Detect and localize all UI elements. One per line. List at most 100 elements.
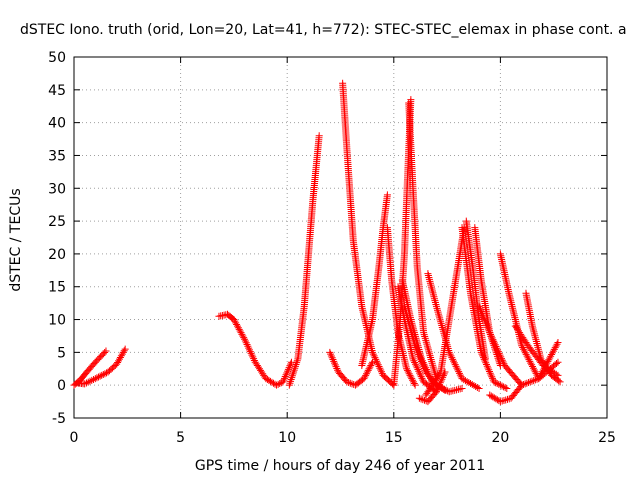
data-point [500,383,508,391]
data-point [435,382,443,390]
y-tick-label: -5 [52,411,66,427]
data-series-arc [326,348,376,389]
data-point [519,344,527,352]
data-point [363,368,371,376]
data-point [498,382,506,390]
data-point [483,362,491,370]
data-point [525,379,533,387]
data-point [547,352,555,360]
data-point [332,363,340,371]
data-point [274,380,282,388]
data-point [493,344,501,352]
data-series-arc [462,217,489,363]
data-point [84,378,92,386]
data-point [232,319,240,327]
data-point [415,351,423,359]
data-point [273,381,281,389]
data-point [412,362,420,370]
data-point [448,354,456,362]
data-point [481,318,489,326]
data-point [436,379,444,387]
data-point [91,375,99,383]
data-point [247,349,255,357]
data-point [485,366,493,374]
data-series-arc [415,368,449,406]
data-point [484,323,492,331]
data-point [490,378,498,386]
x-tick-label: 20 [491,430,509,446]
data-point [121,345,129,353]
y-tick-label: 15 [48,280,66,296]
data-point [552,342,560,350]
data-point [243,341,251,349]
data-point [411,358,419,366]
data-point [484,325,492,333]
data-point [481,355,489,363]
data-point [501,384,509,392]
data-point [531,368,539,376]
data-point [276,380,284,388]
data-point [495,380,503,388]
data-point [406,371,414,379]
x-tick-label: 15 [385,430,403,446]
data-point [475,384,483,392]
data-point [234,324,242,332]
data-point [241,335,249,343]
data-point [553,340,561,348]
data-point [479,313,487,321]
data-point [230,316,238,324]
data-point [242,339,250,347]
data-point [240,334,248,342]
data-point [233,322,241,330]
data-point [554,339,562,347]
data-point [98,371,106,379]
y-tick-label: 20 [48,247,66,263]
data-point [403,365,411,373]
data-point [438,375,446,383]
data-point [517,383,525,391]
data-point [90,375,98,383]
data-point [286,362,294,370]
y-tick-label: 30 [48,181,66,197]
data-point [453,364,461,372]
data-point [529,364,537,372]
data-point [422,397,430,405]
data-point [330,357,338,365]
data-point [369,350,377,358]
data-point [373,357,381,365]
data-point [496,381,504,389]
y-tick-label: 40 [48,116,66,132]
data-point [555,377,563,385]
data-point [244,342,252,350]
data-point [409,378,417,386]
data-point [315,132,323,140]
data-series-arc [405,99,440,383]
data-point [499,358,507,366]
data-series-arc [285,132,323,389]
data-point [492,379,500,387]
x-axis-label: GPS time / hours of day 246 of year 2011 [195,458,485,474]
data-point [482,361,490,369]
data-point [360,375,368,383]
data-point [367,361,375,369]
data-point [497,353,505,361]
data-point [455,369,463,377]
data-point [408,375,416,383]
data-point [410,380,418,388]
data-point [86,377,94,385]
data-point [556,378,564,386]
data-point [488,334,496,342]
data-series-arc [358,191,391,369]
data-point [476,304,484,312]
data-point [414,366,422,374]
data-point [481,316,489,324]
data-point [378,368,385,376]
data-point [404,368,412,376]
data-point [523,352,531,360]
y-tick-label: 50 [48,50,66,66]
data-point [239,332,247,340]
data-point [245,346,253,354]
data-point [492,342,500,350]
